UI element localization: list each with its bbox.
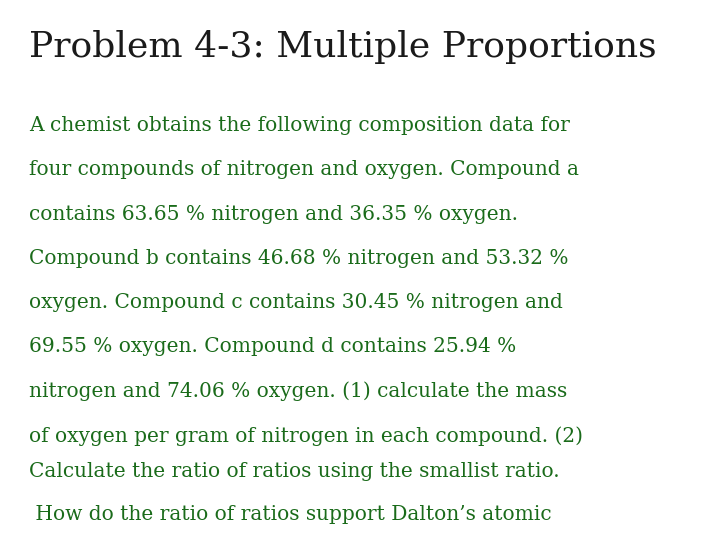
Text: Compound b contains 46.68 % nitrogen and 53.32 %: Compound b contains 46.68 % nitrogen and…	[29, 249, 568, 268]
Text: How do the ratio of ratios support Dalton’s atomic: How do the ratio of ratios support Dalto…	[29, 505, 552, 524]
Text: contains 63.65 % nitrogen and 36.35 % oxygen.: contains 63.65 % nitrogen and 36.35 % ox…	[29, 205, 518, 224]
Text: of oxygen per gram of nitrogen in each compound. (2): of oxygen per gram of nitrogen in each c…	[29, 426, 582, 445]
Text: nitrogen and 74.06 % oxygen. (1) calculate the mass: nitrogen and 74.06 % oxygen. (1) calcula…	[29, 382, 567, 401]
Text: four compounds of nitrogen and oxygen. Compound a: four compounds of nitrogen and oxygen. C…	[29, 160, 579, 179]
Text: A chemist obtains the following composition data for: A chemist obtains the following composit…	[29, 116, 570, 135]
Text: 69.55 % oxygen. Compound d contains 25.94 %: 69.55 % oxygen. Compound d contains 25.9…	[29, 338, 516, 356]
Text: Calculate the ratio of ratios using the smallist ratio.: Calculate the ratio of ratios using the …	[29, 462, 559, 481]
Text: oxygen. Compound c contains 30.45 % nitrogen and: oxygen. Compound c contains 30.45 % nitr…	[29, 293, 562, 312]
Text: Problem 4-3: Multiple Proportions: Problem 4-3: Multiple Proportions	[29, 30, 657, 64]
